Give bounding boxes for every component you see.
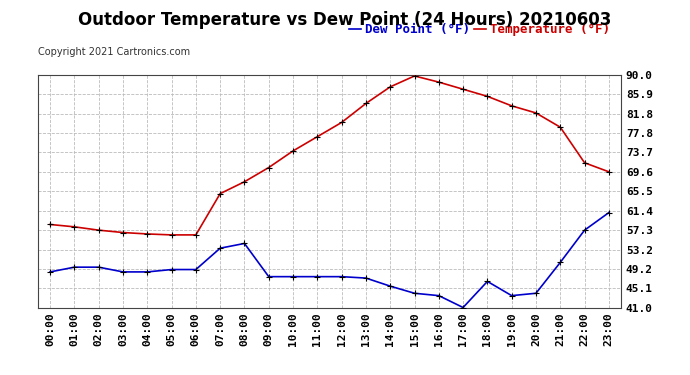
Text: Outdoor Temperature vs Dew Point (24 Hours) 20210603: Outdoor Temperature vs Dew Point (24 Hou… — [78, 11, 612, 29]
Text: Copyright 2021 Cartronics.com: Copyright 2021 Cartronics.com — [38, 47, 190, 57]
Legend: Dew Point (°F), Temperature (°F): Dew Point (°F), Temperature (°F) — [344, 18, 615, 42]
